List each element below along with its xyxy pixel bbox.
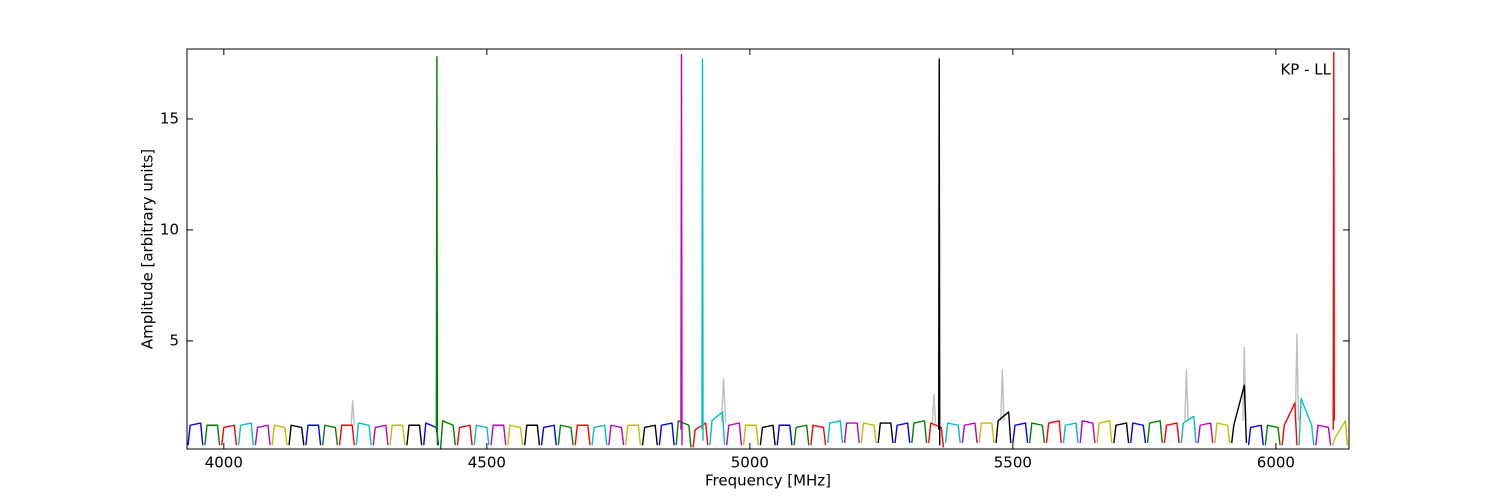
series-line — [742, 424, 759, 446]
series-line — [1096, 420, 1113, 444]
series-line — [793, 424, 810, 446]
series-line — [1029, 422, 1046, 444]
series-line — [931, 393, 937, 424]
series-line — [1146, 420, 1163, 444]
plot-area — [187, 49, 1349, 449]
series-line — [1184, 369, 1189, 421]
x-tick-label: 4000 — [205, 454, 243, 472]
series-line — [1264, 424, 1281, 446]
series-line — [692, 422, 709, 448]
series-line — [641, 424, 658, 446]
series-line — [1231, 384, 1248, 444]
series-line — [776, 424, 793, 446]
series-line — [1247, 424, 1264, 446]
series-line — [507, 424, 524, 446]
series-line — [938, 58, 941, 446]
series-line — [456, 424, 473, 446]
series-line — [1130, 422, 1147, 444]
series-line — [625, 424, 642, 446]
series-line — [1062, 422, 1079, 444]
series-line — [473, 424, 490, 446]
series-line — [995, 411, 1012, 444]
series-line — [1045, 420, 1062, 444]
lines — [187, 51, 1349, 449]
series-line — [435, 56, 439, 446]
series-line — [675, 420, 692, 448]
series-line — [187, 422, 204, 446]
series-line — [288, 424, 305, 446]
x-tick-label: 5000 — [731, 454, 769, 472]
series-line — [406, 424, 423, 446]
series-line — [911, 420, 928, 444]
series-line — [524, 424, 541, 446]
series-line — [709, 411, 726, 446]
x-axis-label: Frequency [MHz] — [705, 472, 831, 490]
series-line — [237, 422, 254, 446]
y-tick-label: 15 — [160, 109, 179, 127]
series-line — [204, 424, 221, 446]
series-line — [254, 424, 271, 446]
series-line — [701, 58, 704, 441]
series-line — [1298, 397, 1315, 446]
series-line — [490, 424, 507, 446]
series-line — [928, 422, 945, 448]
series-line — [338, 424, 355, 446]
series-line — [720, 377, 727, 424]
plot-frame — [186, 48, 1350, 450]
series-line — [350, 400, 355, 426]
y-tick-label: 5 — [169, 331, 179, 349]
series-line — [1180, 415, 1197, 444]
series-line — [271, 424, 288, 446]
series-line — [680, 53, 683, 446]
series-line — [608, 424, 625, 446]
series-line — [726, 422, 743, 446]
series-line — [1012, 422, 1029, 444]
annotation: KP - LL — [1280, 61, 1331, 79]
series-line — [221, 424, 238, 446]
x-tick-label: 4500 — [468, 454, 506, 472]
x-tick-label: 5500 — [994, 454, 1032, 472]
series-line — [978, 422, 995, 444]
series-line — [1281, 402, 1298, 446]
series-line — [1000, 369, 1005, 421]
series-line — [1332, 420, 1349, 446]
series-line — [860, 422, 877, 444]
series-line — [1315, 424, 1332, 446]
series-line — [1163, 422, 1180, 444]
series-line — [658, 422, 675, 446]
x-tick-label: 6000 — [1257, 454, 1295, 472]
series-line — [810, 424, 827, 446]
series-line — [1214, 422, 1231, 444]
series-line — [355, 422, 372, 446]
series-line — [1079, 420, 1096, 444]
series-line — [591, 424, 608, 446]
series-line — [894, 422, 911, 444]
series-line — [827, 420, 844, 444]
series-line — [944, 422, 961, 444]
series-line — [322, 424, 339, 446]
series-line — [557, 424, 574, 446]
series-line — [1294, 333, 1300, 421]
series-line — [372, 424, 389, 446]
series-line — [305, 424, 322, 446]
series-line — [843, 422, 860, 444]
series-line — [1113, 422, 1130, 444]
series-line — [389, 424, 406, 446]
series-line — [877, 422, 894, 444]
series-line — [574, 424, 591, 446]
series-line — [961, 422, 978, 444]
series-line — [1332, 51, 1335, 430]
series-line — [1197, 422, 1214, 444]
series-line — [540, 424, 557, 446]
series-line — [439, 420, 456, 449]
series-line — [759, 424, 776, 446]
y-tick-label: 10 — [160, 220, 179, 238]
y-axis-label: Amplitude [arbitrary units] — [139, 149, 157, 349]
